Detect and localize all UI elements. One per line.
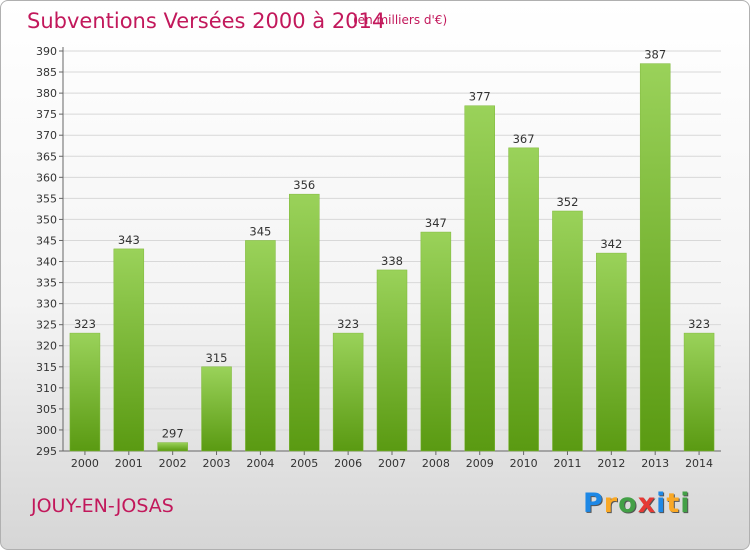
bar-2004 xyxy=(245,240,276,452)
y-tick-label: 380 xyxy=(36,87,57,100)
logo-letter: i xyxy=(680,488,691,519)
value-label-2007: 338 xyxy=(381,254,403,268)
value-label-2002: 297 xyxy=(162,427,184,441)
y-tick-label: 375 xyxy=(36,108,57,121)
value-label-2008: 347 xyxy=(425,216,447,230)
logo-letter: o xyxy=(618,488,638,519)
bar-2003 xyxy=(201,366,232,452)
bar-2012 xyxy=(596,252,627,452)
y-tick-label: 360 xyxy=(36,171,57,184)
bar-2005 xyxy=(289,193,320,452)
bar-2009 xyxy=(464,105,495,452)
value-label-2010: 367 xyxy=(513,132,535,146)
value-label-2004: 345 xyxy=(249,224,271,238)
x-tick-label-2013: 2013 xyxy=(641,457,669,470)
bar-2001 xyxy=(113,248,145,452)
unit-note: (en milliers d'€) xyxy=(353,13,448,27)
bar-2010 xyxy=(508,147,539,452)
x-tick-label-2011: 2011 xyxy=(553,457,581,470)
value-label-2013: 387 xyxy=(644,48,666,62)
x-tick-label-2008: 2008 xyxy=(422,457,450,470)
value-label-2009: 377 xyxy=(469,90,491,104)
y-tick-label: 320 xyxy=(36,340,57,353)
value-labels: 323 343 297 315 345 356 323 338 347 377 367 352 342 3… xyxy=(74,48,710,441)
logo-letter: x xyxy=(637,488,657,519)
value-label-2014: 323 xyxy=(688,317,710,331)
value-label-2003: 315 xyxy=(206,351,228,365)
x-tick-label-2014: 2014 xyxy=(685,457,713,470)
y-tick-label: 370 xyxy=(36,129,57,142)
value-label-2012: 342 xyxy=(600,237,622,251)
logo-letter: r xyxy=(603,488,619,519)
bar-2013 xyxy=(639,63,671,452)
y-tick-label: 385 xyxy=(36,66,57,79)
y-tick-label: 355 xyxy=(36,192,57,205)
x-tick-label-2002: 2002 xyxy=(159,457,187,470)
y-tick-label: 305 xyxy=(36,403,57,416)
commune-name: JOUY-EN-JOSAS xyxy=(31,495,174,517)
x-tick-label-2005: 2005 xyxy=(290,457,318,470)
x-tick-label-2000: 2000 xyxy=(71,457,99,470)
value-label-2011: 352 xyxy=(556,195,578,209)
bars xyxy=(69,63,715,452)
x-tick-label-2009: 2009 xyxy=(466,457,494,470)
bar-2000 xyxy=(69,332,101,452)
y-tick-label: 310 xyxy=(36,382,57,395)
logo-letter: i xyxy=(656,488,667,519)
y-tick-label: 330 xyxy=(36,298,57,311)
value-label-2005: 356 xyxy=(293,178,315,192)
y-tick-label: 315 xyxy=(36,361,57,374)
x-tick-label-2006: 2006 xyxy=(334,457,362,470)
proxiti-logo: Proxiti xyxy=(583,488,691,519)
y-tick-label: 350 xyxy=(36,213,57,226)
bar-2014 xyxy=(683,332,715,452)
chart-title: Subventions Versées 2000 à 2014 xyxy=(27,9,386,33)
y-tick-label: 335 xyxy=(36,277,57,290)
bar-2008 xyxy=(420,231,452,452)
bar-2011 xyxy=(552,210,583,452)
x-tick-label-2003: 2003 xyxy=(203,457,231,470)
y-tick-label: 325 xyxy=(36,319,57,332)
y-tick-label: 300 xyxy=(36,424,57,437)
x-tick-label-2007: 2007 xyxy=(378,457,406,470)
x-tick-label-2001: 2001 xyxy=(115,457,143,470)
x-tick-label-2004: 2004 xyxy=(246,457,274,470)
bar-2006 xyxy=(332,332,364,452)
logo-letter: P xyxy=(583,488,604,519)
tick-labels: 295 300 305 310 315 320 325 330 335 340 345 350 355 3… xyxy=(36,45,713,470)
y-tick-label: 365 xyxy=(36,150,57,163)
bar-2007 xyxy=(376,269,408,452)
value-label-2000: 323 xyxy=(74,317,96,331)
y-tick-label: 390 xyxy=(36,45,57,58)
y-tick-label: 295 xyxy=(36,445,57,458)
bar-2002 xyxy=(157,442,188,452)
x-tick-label-2010: 2010 xyxy=(510,457,538,470)
x-tick-label-2012: 2012 xyxy=(597,457,625,470)
logo-letter: t xyxy=(666,488,681,519)
value-label-2001: 343 xyxy=(118,233,140,247)
y-tick-label: 345 xyxy=(36,234,57,247)
y-tick-label: 340 xyxy=(36,256,57,269)
value-label-2006: 323 xyxy=(337,317,359,331)
